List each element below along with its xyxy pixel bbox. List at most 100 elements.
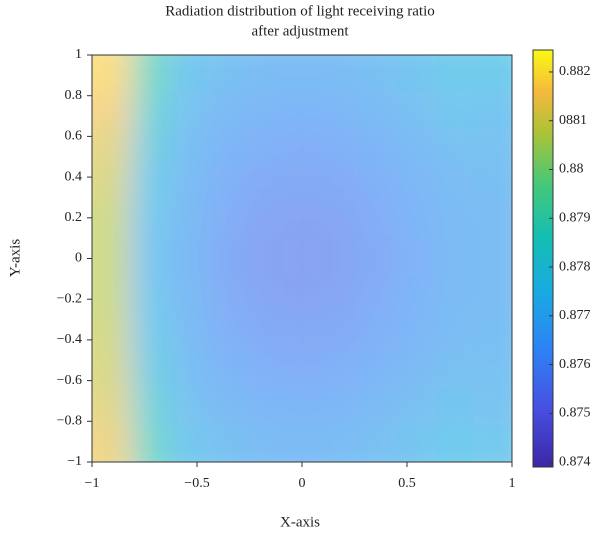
x-tick-label: −1 <box>85 476 100 491</box>
heat-cell <box>473 92 512 130</box>
heat-cell <box>282 129 323 167</box>
heat-cell <box>130 314 170 352</box>
heat-cell <box>397 388 437 426</box>
heat-cell <box>282 277 323 315</box>
heat-cell <box>435 92 475 130</box>
heat-cell <box>168 277 208 315</box>
y-tick-label: 1 <box>75 47 82 62</box>
heat-cell <box>92 240 132 278</box>
heat-cell <box>397 277 437 315</box>
heat-cell <box>435 277 475 315</box>
x-tick-label: −0.5 <box>184 476 209 491</box>
heat-cell <box>92 314 132 352</box>
chart-title: Radiation distribution of light receivin… <box>165 3 435 19</box>
y-axis-label: Y-axis <box>7 239 23 277</box>
heat-cell <box>282 240 323 278</box>
heat-cell <box>206 166 246 204</box>
heat-cell <box>168 166 208 204</box>
heat-cell <box>397 314 437 352</box>
heat-cell <box>92 55 132 93</box>
heat-cell <box>282 388 323 426</box>
heat-cell <box>359 129 399 167</box>
heat-cell <box>282 425 323 462</box>
heat-cell <box>473 55 512 93</box>
heat-cell <box>321 277 361 315</box>
heat-cell <box>244 351 284 389</box>
heat-cell <box>473 240 512 278</box>
colorbar-tick-label: 0.877 <box>559 308 591 323</box>
heat-cell <box>206 425 246 462</box>
heat-cell <box>359 351 399 389</box>
heatmap <box>92 55 512 462</box>
heat-cell <box>282 351 323 389</box>
heat-cell <box>321 55 361 93</box>
x-tick-label: 0.5 <box>398 476 416 491</box>
heat-cell <box>321 203 361 241</box>
colorbar-tick-label: 0.879 <box>559 210 591 225</box>
heat-cell <box>473 351 512 389</box>
heat-cell <box>321 166 361 204</box>
heat-cell <box>244 388 284 426</box>
heat-cell <box>244 203 284 241</box>
heat-cell <box>473 129 512 167</box>
y-tick-label: 0.8 <box>65 88 83 103</box>
colorbar-tick-label: 0.88 <box>559 162 584 177</box>
heat-cell <box>359 240 399 278</box>
heat-cell <box>321 351 361 389</box>
colorbar-tick-label: 0.875 <box>559 406 591 421</box>
heat-cell <box>130 92 170 130</box>
heat-cell <box>321 92 361 130</box>
heat-cell <box>168 92 208 130</box>
y-tick-label: 0.2 <box>65 210 83 225</box>
heat-cell <box>92 388 132 426</box>
y-tick-label: −0.2 <box>57 291 82 306</box>
heat-cell <box>359 55 399 93</box>
heat-cell <box>473 166 512 204</box>
heat-cell <box>92 166 132 204</box>
heat-cell <box>397 55 437 93</box>
heat-cell <box>282 92 323 130</box>
heat-cell <box>473 203 512 241</box>
colorbar-tick-label: 0881 <box>559 113 587 128</box>
colorbar-tick-label: 0.874 <box>559 454 591 469</box>
heat-cell <box>321 388 361 426</box>
heat-cell <box>168 314 208 352</box>
heat-cell <box>244 314 284 352</box>
heat-cell <box>168 55 208 93</box>
heat-cell <box>130 240 170 278</box>
heat-cell <box>397 92 437 130</box>
y-tick-label: −1 <box>67 454 82 469</box>
heat-cell <box>244 92 284 130</box>
heat-cell <box>206 314 246 352</box>
heat-cell <box>282 166 323 204</box>
heat-cell <box>206 55 246 93</box>
x-axis-label: X-axis <box>280 514 320 530</box>
x-tick-label: 1 <box>509 476 516 491</box>
heat-cell <box>473 277 512 315</box>
y-tick-label: −0.6 <box>57 373 82 388</box>
heat-cell <box>359 92 399 130</box>
heat-cell <box>321 425 361 462</box>
heat-cell <box>130 277 170 315</box>
heat-cell <box>168 425 208 462</box>
heat-cell <box>206 129 246 167</box>
heat-cell <box>168 351 208 389</box>
heat-cell <box>206 388 246 426</box>
heat-cell <box>92 129 132 167</box>
colorbar-tick-label: 0.882 <box>559 64 591 79</box>
heat-cell <box>282 203 323 241</box>
heat-cell <box>397 129 437 167</box>
heat-cell <box>168 129 208 167</box>
heat-cell <box>473 314 512 352</box>
heat-cell <box>92 92 132 130</box>
x-tick-label: 0 <box>299 476 306 491</box>
heat-cell <box>206 240 246 278</box>
y-tick-label: −0.8 <box>57 414 82 429</box>
heat-cell <box>130 388 170 426</box>
y-tick-label: −0.4 <box>57 332 82 347</box>
heat-cell <box>435 425 475 462</box>
heat-cell <box>92 425 132 462</box>
heat-cell <box>130 203 170 241</box>
heat-cell <box>244 277 284 315</box>
